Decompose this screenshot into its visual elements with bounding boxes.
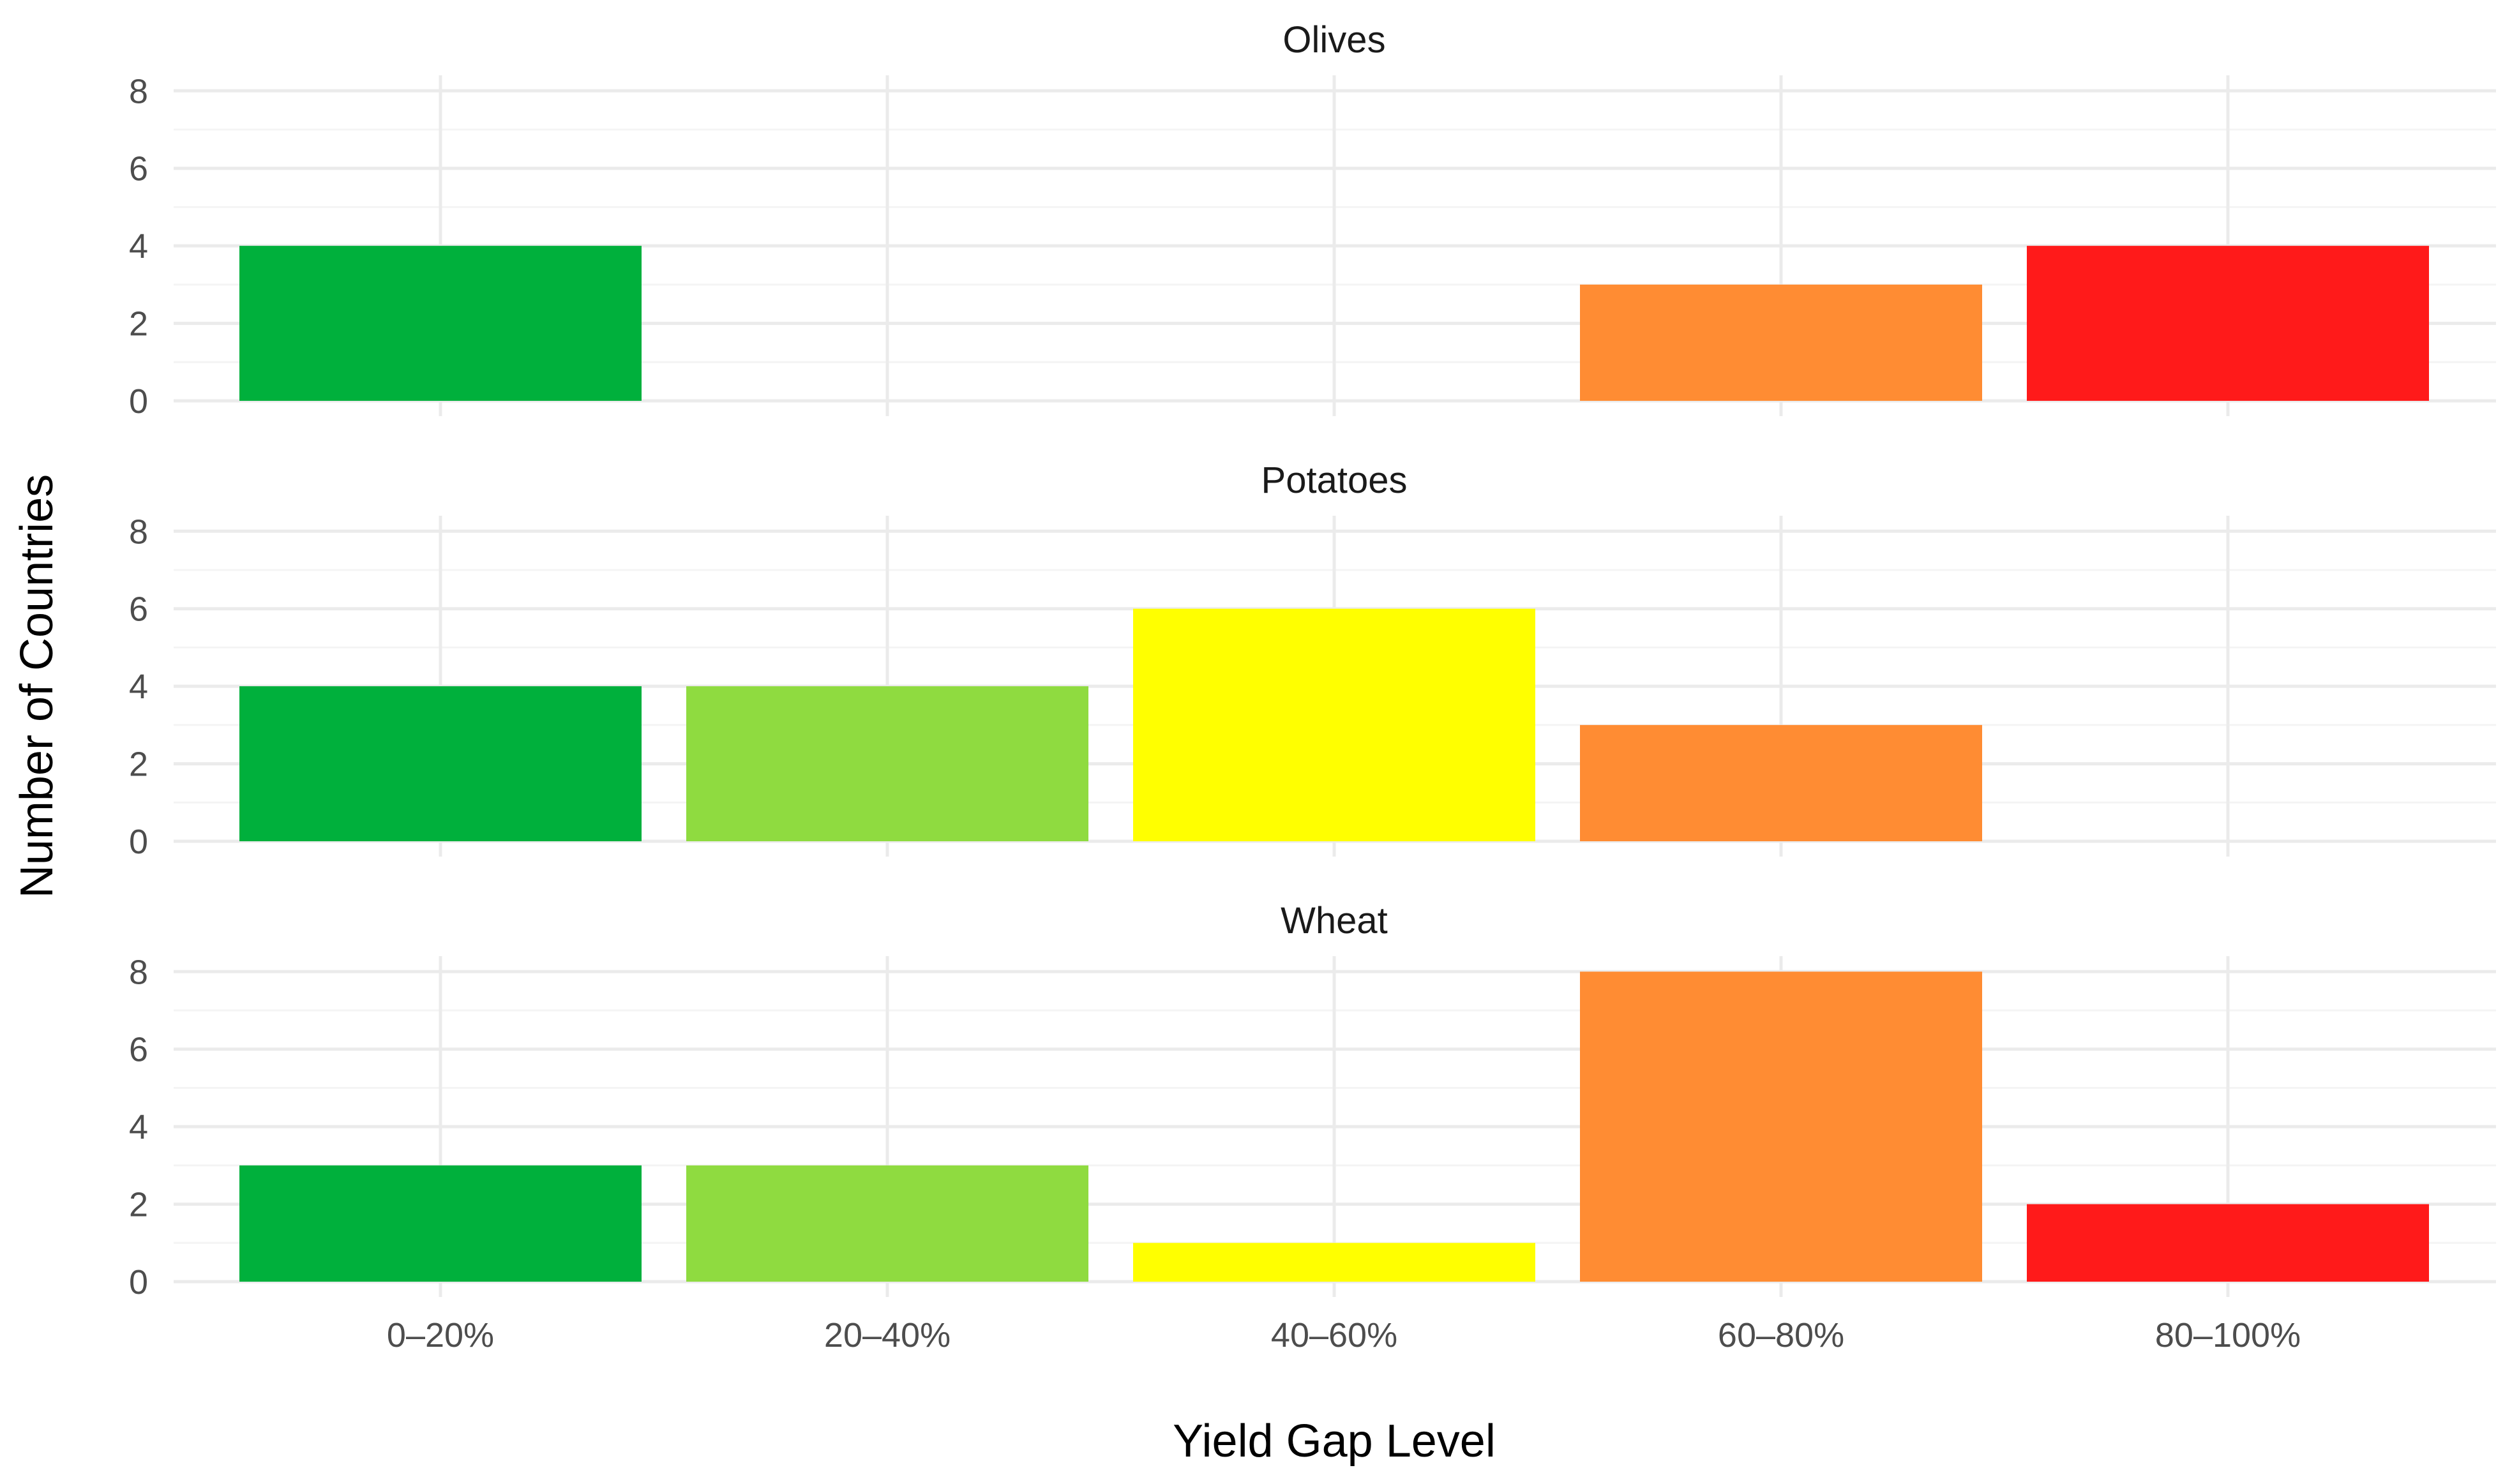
y-axis-title: Number of Countries	[11, 474, 63, 898]
bar	[2027, 1204, 2429, 1282]
bar	[239, 246, 642, 401]
y-tick-label: 4	[129, 227, 148, 266]
x-tick-label: 20–40%	[824, 1316, 951, 1354]
x-tick-label: 80–100%	[2155, 1316, 2301, 1354]
y-tick-label: 4	[129, 668, 148, 706]
facet-title: Potatoes	[1261, 460, 1408, 501]
y-tick-label: 2	[129, 1186, 148, 1224]
y-tick-label: 6	[129, 150, 148, 188]
bar	[239, 1165, 642, 1282]
bar	[2027, 246, 2429, 401]
y-tick-label: 2	[129, 305, 148, 343]
x-axis: 0–20% 20–40% 40–60% 60–80% 80–100%	[387, 1316, 2301, 1354]
x-tick-label: 40–60%	[1271, 1316, 1397, 1354]
y-tick-label: 2	[129, 746, 148, 784]
y-tick-label: 4	[129, 1108, 148, 1146]
bar	[1133, 1243, 1535, 1282]
facet-panel: Wheat 0 2 4 6 8	[129, 900, 2496, 1301]
y-tick-label: 0	[129, 823, 148, 861]
bar	[1580, 724, 1982, 841]
y-tick-label: 6	[129, 1031, 148, 1069]
y-tick-label: 6	[129, 590, 148, 629]
bar	[1133, 608, 1535, 841]
x-axis-title: Yield Gap Level	[1173, 1416, 1496, 1467]
facets-layer: Olives 0 2 4 6 8 Potatoes 0 2 4 6 8 Wheat 0 2 4 6 8	[129, 19, 2496, 1301]
y-tick-label: 8	[129, 513, 148, 551]
bar	[686, 1165, 1088, 1282]
facet-title: Wheat	[1281, 900, 1388, 941]
y-tick-label: 0	[129, 1263, 148, 1301]
facet-panel: Potatoes 0 2 4 6 8	[129, 460, 2496, 861]
facet-title: Olives	[1282, 19, 1385, 61]
y-tick-label: 8	[129, 72, 148, 110]
bar	[239, 686, 642, 841]
x-tick-label: 60–80%	[1718, 1316, 1844, 1354]
x-tick-label: 0–20%	[387, 1316, 494, 1354]
y-tick-label: 8	[129, 953, 148, 991]
y-tick-label: 0	[129, 382, 148, 421]
bar	[1580, 284, 1982, 401]
facet-panel: Olives 0 2 4 6 8	[129, 19, 2496, 421]
bar	[1580, 971, 1982, 1282]
bar	[686, 686, 1088, 841]
